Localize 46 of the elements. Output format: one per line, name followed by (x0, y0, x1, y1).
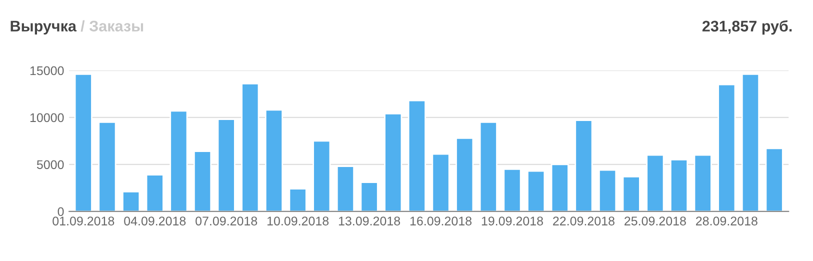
bar (264, 109, 284, 212)
bar (479, 121, 498, 212)
bar (408, 100, 426, 212)
bar (527, 170, 546, 212)
bar (765, 148, 784, 212)
bar (288, 188, 307, 212)
bar (574, 120, 593, 212)
x-tick-label: 13.09.2018 (338, 216, 400, 226)
bar (336, 166, 355, 212)
bar (217, 118, 236, 212)
x-tick-label: 10.09.2018 (268, 216, 329, 226)
bar (670, 159, 688, 212)
bar (503, 168, 522, 212)
chart-title: Выручка (10, 20, 77, 35)
bar (193, 150, 212, 212)
y-tick-label: 0 (58, 207, 64, 216)
bar (98, 121, 116, 212)
bar (456, 137, 474, 212)
bar (646, 154, 664, 212)
bar (170, 110, 188, 212)
x-tick-label: 04.09.2018 (124, 216, 186, 226)
x-tick-label: 01.09.2018 (52, 216, 114, 226)
bar (384, 112, 402, 212)
bar (718, 84, 736, 212)
y-tick-label: 5000 (36, 160, 64, 170)
bar (622, 176, 640, 212)
text: 231,857 руб. (702, 20, 792, 35)
x-tick-label: 22.09.2018 (553, 216, 614, 226)
x-tick-label: 16.09.2018 (410, 216, 472, 226)
bar (694, 154, 712, 212)
bar (74, 74, 92, 212)
bar (432, 153, 450, 212)
x-tick-label: 19.09.2018 (482, 216, 543, 226)
y-tick-label: 10000 (30, 113, 64, 122)
x-tick-label: 07.09.2018 (196, 216, 258, 226)
bar (741, 74, 760, 212)
bar (312, 140, 331, 212)
bar (241, 82, 260, 212)
bar (550, 164, 569, 212)
bar (122, 190, 140, 212)
bar (146, 174, 164, 212)
x-tick-label: 28.09.2018 (696, 216, 758, 226)
y-tick-label: 15000 (30, 66, 64, 76)
x-tick-label: 25.09.2018 (624, 216, 686, 226)
bar (360, 182, 378, 212)
bar (598, 169, 617, 212)
